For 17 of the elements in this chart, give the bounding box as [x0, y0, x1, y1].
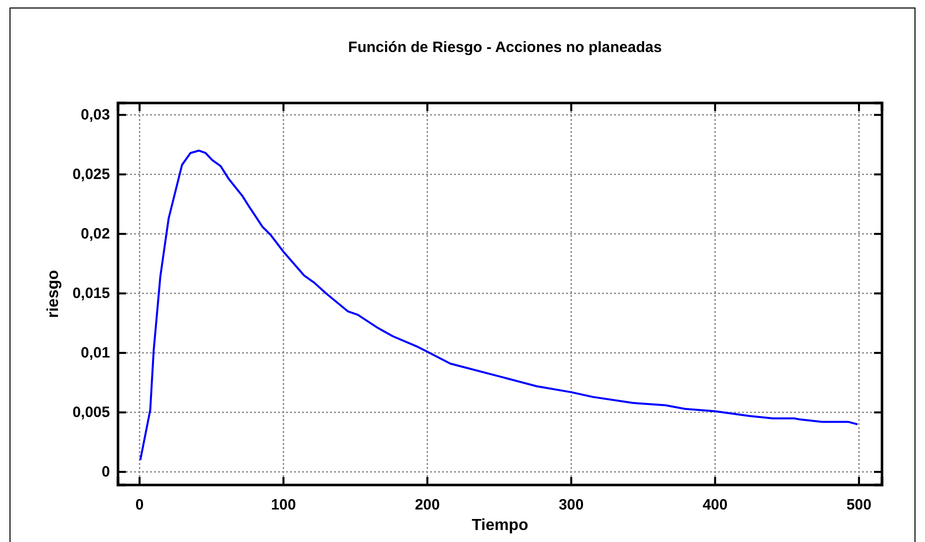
y-tick-label: 0,03 [80, 106, 110, 124]
x-tick-label: 400 [702, 496, 728, 514]
y-tick-label: 0,01 [80, 344, 110, 362]
x-tick-label: 0 [135, 496, 144, 514]
line-series [139, 150, 859, 462]
y-tick-label: 0,005 [72, 404, 110, 422]
x-tick-label: 200 [414, 496, 440, 514]
y-tick-label: 0,02 [80, 226, 110, 243]
y-tick-label: 0,015 [72, 285, 110, 302]
x-axis-title: Tiempo [472, 517, 529, 534]
y-axis-title: riesgo [45, 270, 62, 318]
y-tick-label: 0,025 [72, 166, 110, 184]
x-tick-label: 100 [270, 496, 296, 514]
y-tick-label: 0 [102, 464, 110, 481]
chart-title: Función de Riesgo - Acciones no planeadas [348, 39, 662, 56]
x-tick-label: 300 [558, 496, 584, 514]
x-tick-label: 500 [846, 496, 872, 514]
